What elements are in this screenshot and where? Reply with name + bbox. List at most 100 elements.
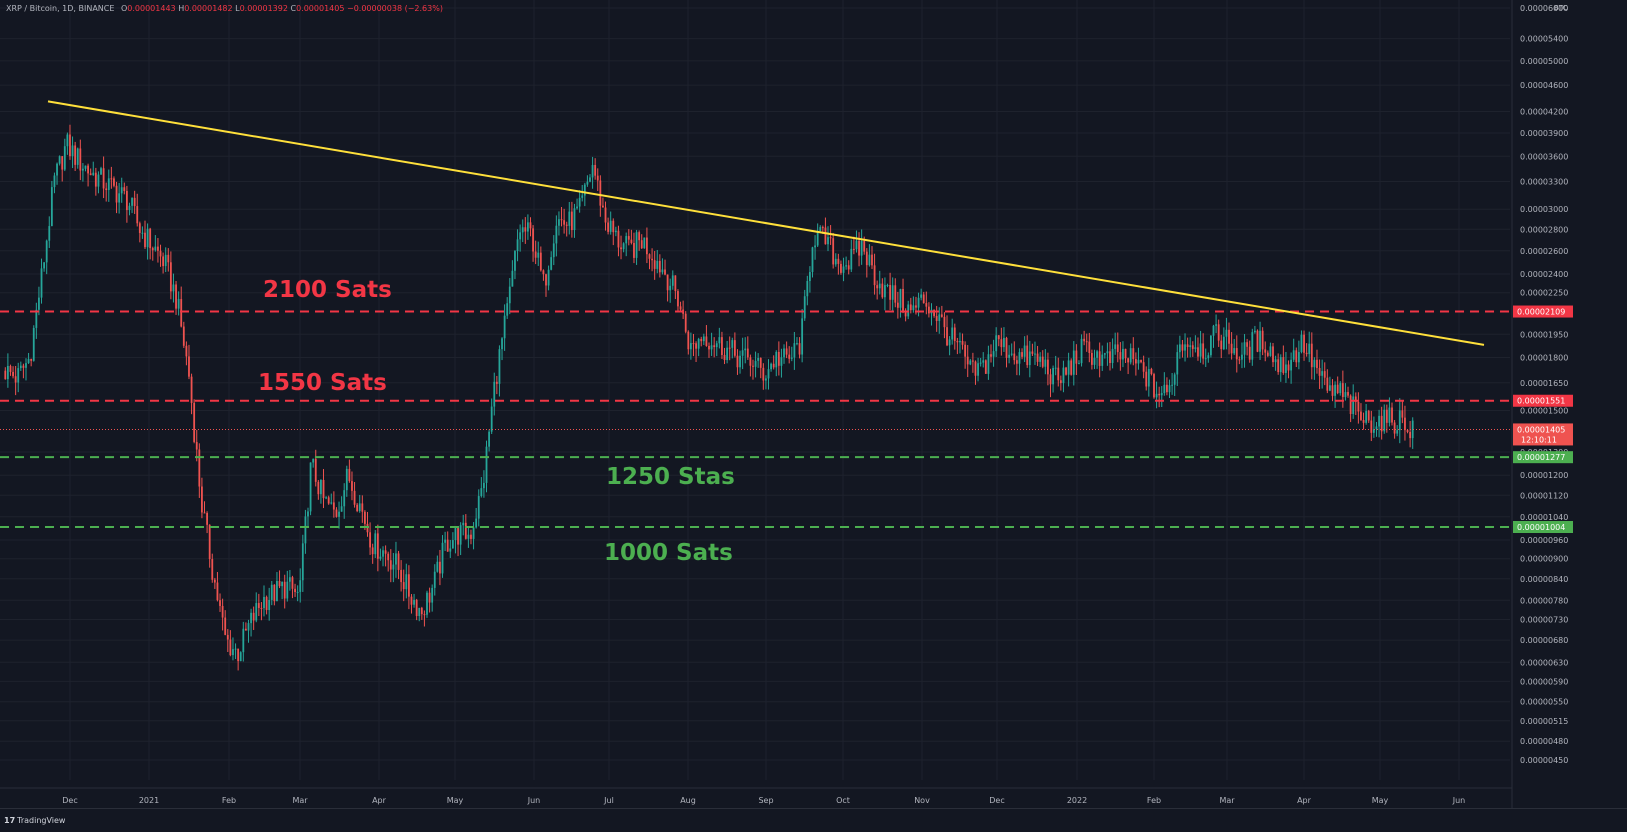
candle-body — [133, 197, 136, 207]
candle-body — [827, 237, 829, 245]
candle-body — [48, 226, 51, 241]
price-axis[interactable]: 0.00006000 0.00005400 0.00005000 0.00004600… — [1511, 0, 1573, 808]
candle-body — [581, 195, 584, 198]
candle-body — [1235, 348, 1238, 360]
x-tick-label: Jun — [527, 796, 541, 805]
candle-body — [821, 227, 824, 229]
candle-body — [726, 347, 729, 361]
tradingview-logo[interactable]: 17 TradingView — [4, 816, 65, 826]
candle-body — [1266, 352, 1269, 356]
candle-body — [677, 291, 679, 307]
candle-body — [151, 248, 154, 251]
candle-body — [1072, 350, 1075, 375]
candle-body — [741, 350, 744, 356]
candle-body — [1124, 348, 1127, 359]
candle-body — [219, 600, 221, 606]
candle-body — [689, 343, 692, 350]
candle-body — [1083, 338, 1086, 342]
candle-body — [188, 356, 190, 377]
candle-body — [312, 458, 315, 463]
candle-body — [1210, 335, 1212, 356]
x-tick-label: Dec — [989, 796, 1004, 805]
candle-body — [206, 513, 208, 525]
candle-body — [470, 534, 472, 539]
candle-body — [369, 532, 371, 548]
candle-body — [1176, 352, 1179, 375]
candle-body — [684, 313, 687, 332]
candle-body — [752, 365, 754, 367]
candle-body — [884, 285, 886, 298]
candle-body — [845, 265, 848, 267]
candle-body — [1000, 339, 1003, 348]
descending-trendline[interactable] — [47, 100, 1485, 346]
candle-body — [159, 250, 162, 257]
candle-body — [1292, 350, 1295, 360]
candle-body — [1217, 324, 1220, 341]
candle-body — [630, 239, 633, 243]
candle-body — [1140, 359, 1142, 363]
candle-body — [1080, 338, 1083, 364]
candle-body — [1008, 354, 1011, 358]
candle-body — [1401, 410, 1404, 418]
candle-body — [565, 224, 568, 226]
candle-body — [92, 172, 95, 176]
candle-body — [1078, 363, 1080, 365]
candle-body — [1272, 346, 1274, 363]
candle-body — [638, 232, 641, 241]
candle-body — [402, 582, 405, 590]
candle-body — [43, 262, 46, 269]
x-tick-label: 2021 — [139, 796, 159, 805]
candle-body — [1166, 384, 1168, 393]
candle-body — [247, 623, 250, 631]
candle-body — [1349, 395, 1352, 415]
candle-body — [940, 314, 943, 317]
y-tick-label: 0.00002800 — [1520, 225, 1568, 234]
candle-body — [169, 262, 172, 292]
candle-body — [1305, 352, 1308, 355]
candle-body — [356, 504, 359, 512]
candle-body — [1199, 343, 1202, 357]
y-tick-label: 0.00005000 — [1520, 57, 1568, 66]
candle-body — [84, 165, 87, 169]
candle-body — [4, 370, 7, 380]
candle-body — [89, 173, 92, 176]
level-layer — [0, 310, 1510, 529]
candle-body — [343, 490, 346, 507]
candle-body — [1406, 430, 1409, 432]
candle-body — [501, 338, 503, 350]
candle-body — [633, 242, 635, 258]
candle-body — [847, 265, 850, 270]
candle-body — [925, 303, 928, 307]
close-value: 0.00001405 — [296, 4, 345, 13]
x-tick-label: Nov — [914, 796, 930, 805]
candle-body — [379, 556, 382, 559]
y-tick-label: 0.00000515 — [1520, 717, 1568, 726]
time-axis[interactable]: Dec 2021 Feb Mar Apr May Jun Jul Aug Sep Oct Nov Dec… — [0, 787, 1512, 805]
candle-body — [770, 363, 772, 370]
candle-body — [785, 348, 788, 355]
candle-body — [413, 599, 415, 605]
candle-body — [330, 502, 333, 504]
candle-body — [627, 236, 630, 240]
candle-body — [695, 343, 697, 349]
candle-body — [288, 577, 291, 582]
candle-body — [216, 582, 219, 601]
y-tick-label: 0.00001120 — [1520, 491, 1568, 500]
candle-body — [94, 172, 97, 187]
candle-body — [1065, 367, 1067, 375]
candle-body — [806, 281, 809, 297]
candle-body — [1256, 330, 1259, 352]
candle-body — [53, 175, 56, 188]
y-tick-label: 0.00000550 — [1520, 698, 1568, 707]
candle-body — [547, 269, 550, 286]
candle-body — [620, 247, 622, 250]
candle-body — [418, 607, 421, 617]
candle-body — [816, 231, 819, 246]
candle-body — [1367, 410, 1370, 421]
trendline-layer — [47, 100, 1485, 346]
candle-body — [824, 227, 827, 245]
x-tick-label: Apr — [372, 796, 387, 805]
candle-body — [679, 306, 682, 310]
candle-body — [464, 522, 467, 539]
